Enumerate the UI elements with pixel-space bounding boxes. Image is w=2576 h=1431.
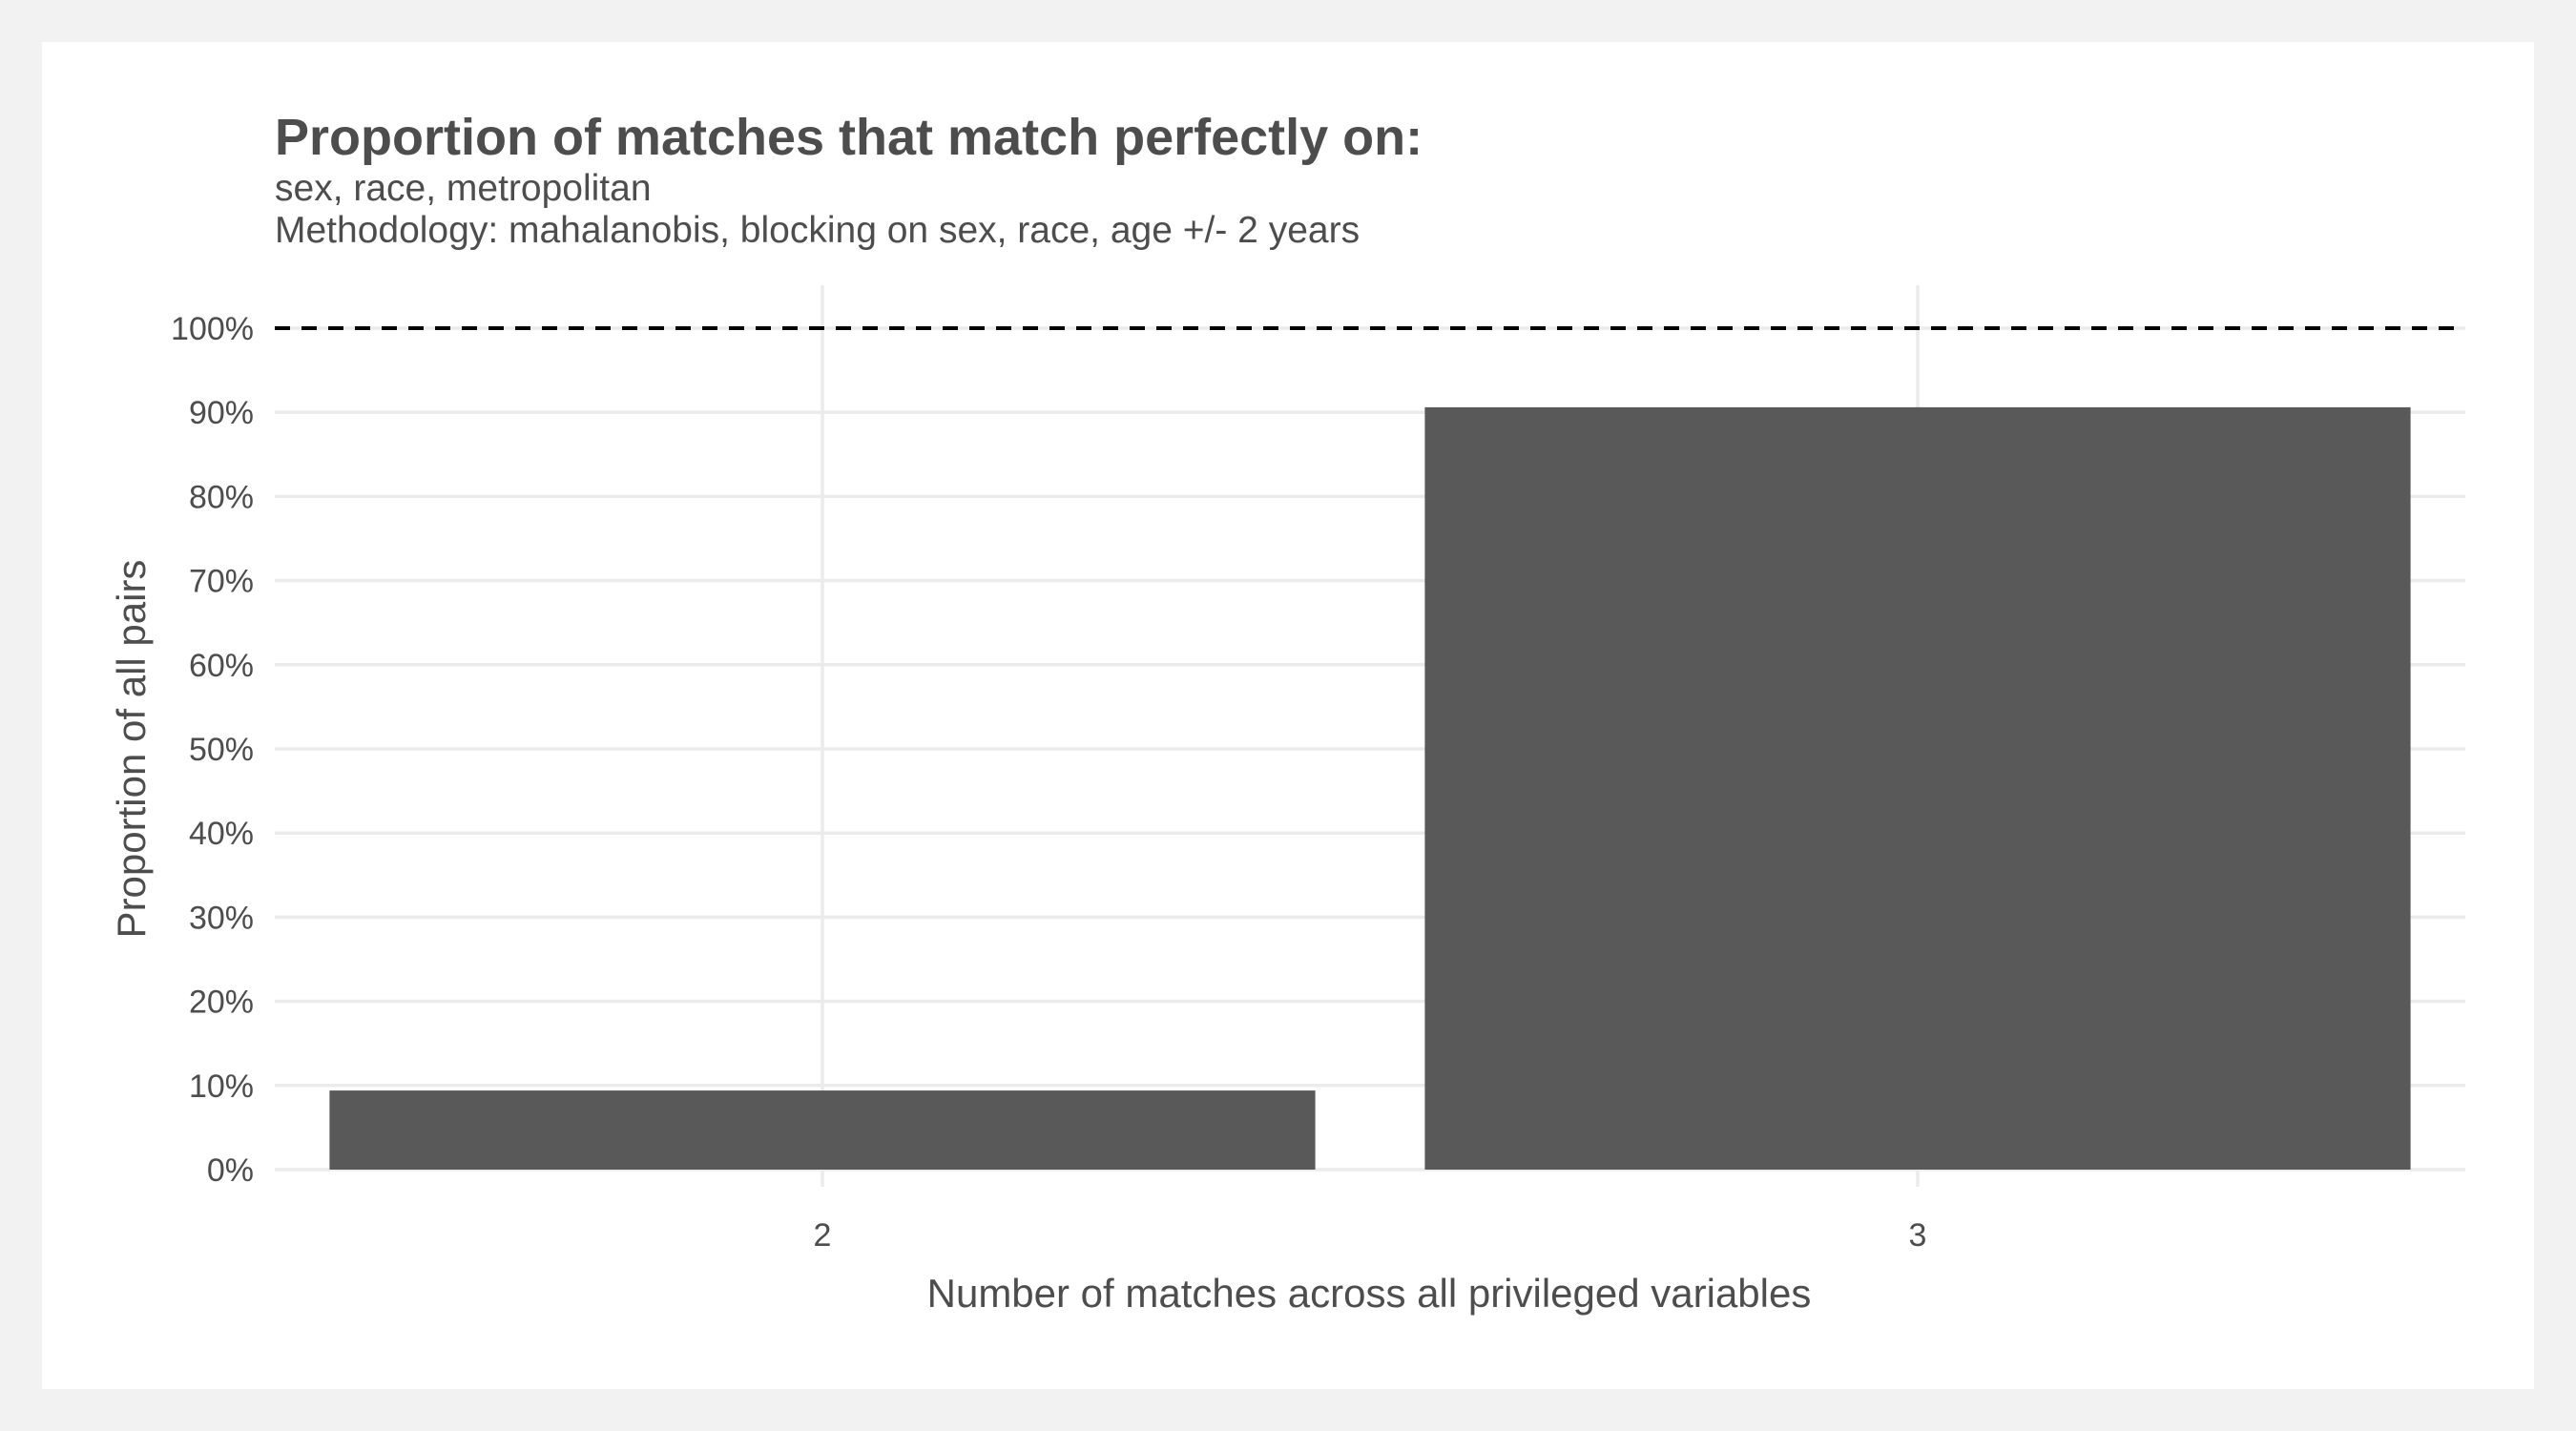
x-tick-label: 2 [814, 1217, 832, 1254]
y-tick-label: 10% [189, 1068, 254, 1105]
y-tick-label: 0% [207, 1152, 254, 1189]
bar-chart: 0% 10% 20% 30% 40% 50% 60% 70% 80% 90% 100% 2 3 Prop… [109, 109, 2465, 1316]
y-tick-label: 30% [189, 900, 254, 936]
y-tick-label: 90% [189, 395, 254, 431]
chart-title: Proportion of matches that match perfect… [275, 109, 1423, 166]
chart-figure: 0% 10% 20% 30% 40% 50% 60% 70% 80% 90% 100% 2 3 Prop… [42, 42, 2534, 1389]
y-tick-label: 60% [189, 648, 254, 684]
x-tick-label: 3 [1909, 1217, 1927, 1254]
x-axis-title: Number of matches across all privileged … [927, 1271, 1812, 1316]
y-tick-label: 20% [189, 985, 254, 1021]
y-tick-label: 40% [189, 816, 254, 852]
chart-subtitle-line-2: Methodology: mahalanobis, blocking on se… [275, 210, 1360, 251]
y-tick-label: 80% [189, 479, 254, 515]
bars [329, 406, 2411, 1171]
y-tick-label: 100% [171, 311, 254, 347]
y-tick-label: 70% [189, 564, 254, 600]
bar-2 [329, 1090, 1316, 1170]
bar-3 [1424, 406, 2411, 1171]
y-tick-label: 50% [189, 732, 254, 768]
tick-labels: 0% 10% 20% 30% 40% 50% 60% 70% 80% 90% 100% 2 3 [171, 311, 1926, 1254]
chart-subtitle-line-1: sex, race, metropolitan [275, 168, 652, 209]
y-axis-title: Proportion of all pairs [109, 560, 154, 939]
